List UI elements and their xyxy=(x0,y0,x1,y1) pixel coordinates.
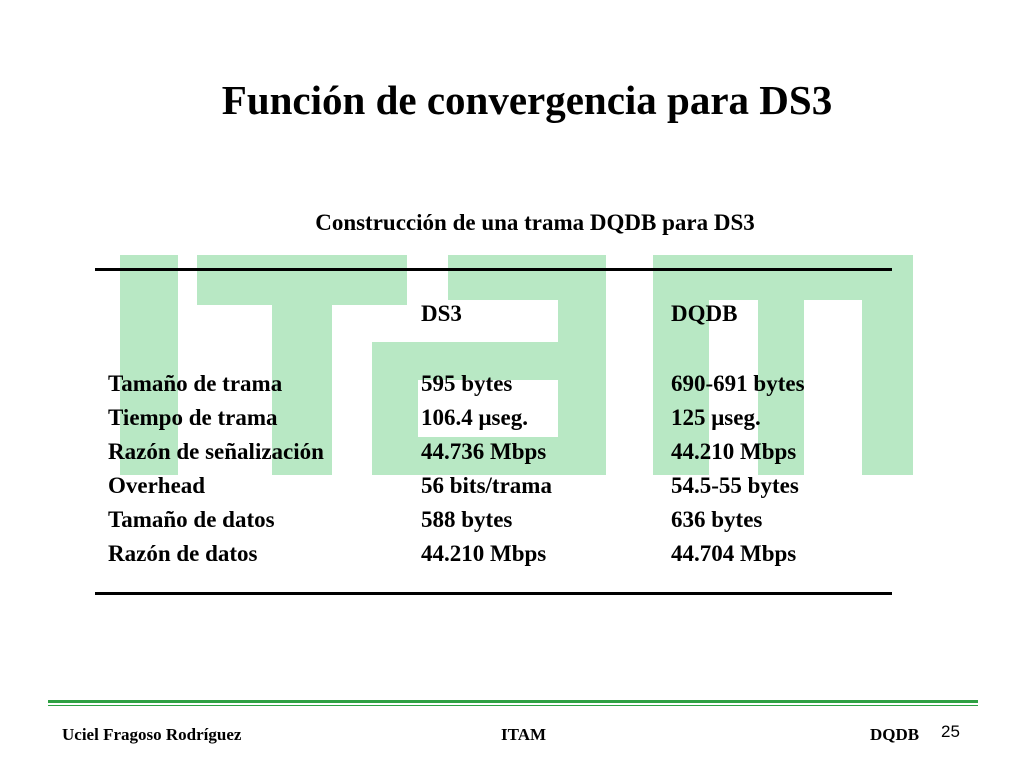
dqdb-value: 125 μseg. xyxy=(671,405,761,430)
row-label: Razón de señalización xyxy=(108,439,324,464)
row-label: Tiempo de trama xyxy=(108,405,278,430)
column-header-ds3: DS3 xyxy=(421,301,462,326)
row-label: Tamaño de trama xyxy=(108,371,283,396)
ds3-value: 588 bytes xyxy=(421,507,513,532)
row-label: Razón de datos xyxy=(108,541,258,566)
ds3-value: 595 bytes xyxy=(421,371,513,396)
dqdb-value: 690-691 bytes xyxy=(671,371,805,396)
ds3-value: 44.736 Mbps xyxy=(421,439,547,464)
dqdb-value: 44.210 Mbps xyxy=(671,439,797,464)
footer-topic: DQDB xyxy=(870,725,920,744)
footer-rule-thin xyxy=(48,705,978,706)
dqdb-value: 54.5-55 bytes xyxy=(671,473,799,498)
row-label: Tamaño de datos xyxy=(108,507,275,532)
ds3-value: 44.210 Mbps xyxy=(421,541,547,566)
row-label: Overhead xyxy=(108,473,206,498)
page-number: 25 xyxy=(941,722,960,741)
ds3-value: 56 bits/trama xyxy=(421,473,552,498)
table-top-rule xyxy=(95,268,892,271)
footer-author: Uciel Fragoso Rodríguez xyxy=(62,725,242,744)
footer-rule xyxy=(48,700,978,703)
dqdb-value: 636 bytes xyxy=(671,507,763,532)
column-header-dqdb: DQDB xyxy=(671,301,738,326)
table-caption: Construcción de una trama DQDB para DS3 xyxy=(315,210,755,235)
footer-institution: ITAM xyxy=(501,725,547,744)
slide-title: Función de convergencia para DS3 xyxy=(221,77,833,123)
dqdb-value: 44.704 Mbps xyxy=(671,541,797,566)
table-bottom-rule xyxy=(95,592,892,595)
ds3-value: 106.4 μseg. xyxy=(421,405,528,430)
